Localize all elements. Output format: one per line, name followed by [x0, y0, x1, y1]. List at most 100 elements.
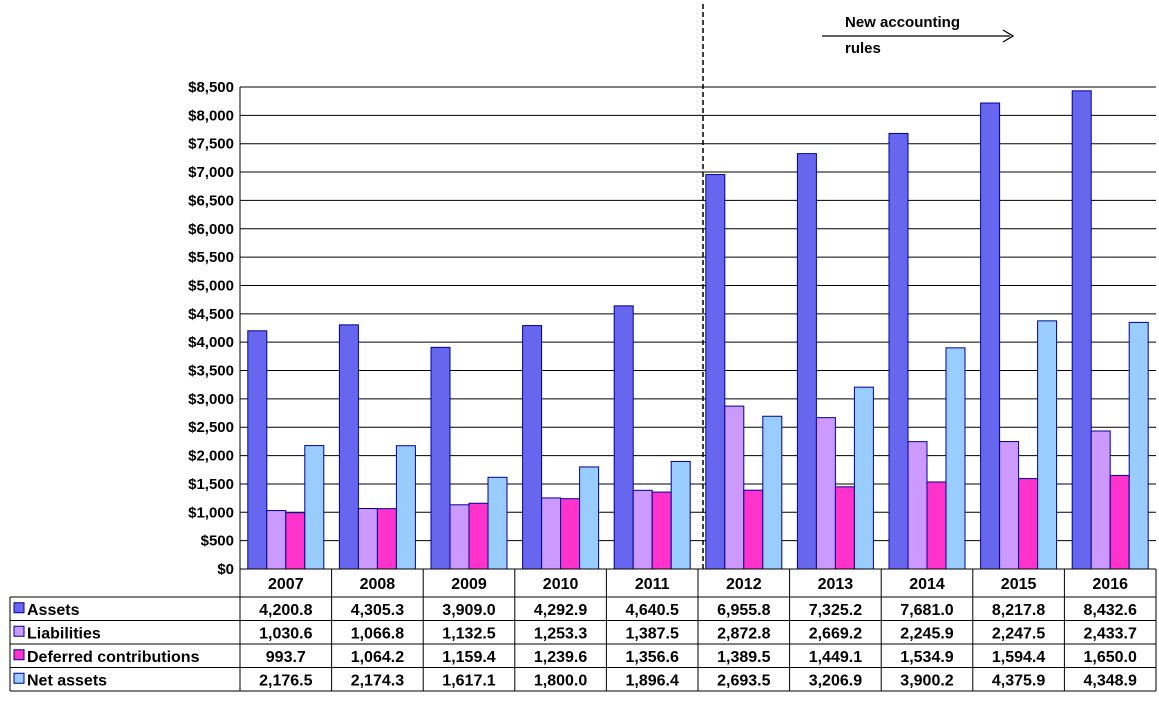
y-tick-label: $5,500	[188, 249, 234, 266]
bar-liabilities	[266, 510, 287, 570]
data-label: 4,200.8	[259, 602, 312, 619]
bar-liabilities	[357, 508, 378, 570]
data-label: 3,206.9	[809, 672, 862, 689]
data-label: 2,669.2	[809, 625, 862, 642]
data-label: 3,909.0	[442, 602, 495, 619]
bar-deferred-contributions	[651, 491, 672, 570]
data-label: 1,132.5	[442, 625, 495, 642]
bar-assets	[705, 174, 726, 570]
bar-net-assets	[1037, 320, 1058, 570]
y-tick-label: $7,500	[188, 136, 234, 153]
data-label: 1,387.5	[626, 625, 679, 642]
data-label: 6,955.8	[717, 602, 770, 619]
data-label: 1,800.0	[534, 672, 587, 689]
x-tick-label: 2011	[635, 576, 670, 593]
data-label: 1,253.3	[534, 625, 587, 642]
y-tick-label: $1,000	[188, 504, 234, 521]
data-label: 7,681.0	[900, 602, 953, 619]
bar-deferred-contributions	[468, 502, 489, 570]
bar-liabilities	[1090, 430, 1111, 570]
bar-assets	[980, 102, 1001, 570]
data-table: 2007 2008 2009 2010 2011 2012 2013 2014 2015 2016…	[9, 568, 1157, 692]
bar-net-assets	[1128, 321, 1149, 570]
bar-deferred-contributions	[376, 508, 397, 570]
gridlines	[240, 86, 1156, 570]
bar-liabilities	[632, 489, 653, 570]
y-tick-label: $3,500	[188, 363, 234, 380]
bar-deferred-contributions	[926, 481, 947, 570]
data-label: 1,389.5	[717, 649, 770, 666]
y-tick-label: $6,000	[188, 221, 234, 238]
data-label: 2,174.3	[351, 672, 404, 689]
data-label: 1,159.4	[442, 649, 495, 666]
bar-net-assets	[945, 347, 966, 570]
x-tick-label: 2016	[1092, 576, 1128, 593]
legend-label: Assets	[27, 602, 80, 619]
data-label: 4,375.9	[992, 672, 1045, 689]
data-label: 8,217.8	[992, 602, 1045, 619]
data-label: 1,534.9	[900, 649, 953, 666]
bar-net-assets	[762, 415, 783, 570]
data-label: 8,432.6	[1084, 602, 1137, 619]
bar-liabilities	[449, 504, 470, 570]
bar-liabilities	[724, 405, 745, 570]
bar-net-assets	[853, 386, 874, 570]
legend-label: Deferred contributions	[27, 649, 200, 666]
data-label: 4,640.5	[626, 602, 679, 619]
data-label: 3,900.2	[900, 672, 953, 689]
bar-net-assets	[395, 445, 416, 570]
x-tick-label: 2010	[543, 576, 579, 593]
data-label: 1,356.6	[626, 649, 679, 666]
bar-deferred-contributions	[1018, 478, 1039, 570]
legend-label: Liabilities	[27, 625, 101, 642]
bar-assets	[888, 132, 909, 570]
y-tick-label: $2,000	[188, 448, 234, 465]
bar-liabilities	[907, 441, 928, 570]
bar-deferred-contributions	[560, 498, 581, 570]
bar-assets	[247, 330, 268, 570]
x-tick-label: 2015	[1001, 576, 1037, 593]
data-label: 1,449.1	[809, 649, 862, 666]
y-tick-label: $2,500	[188, 419, 234, 436]
data-label: 2,693.5	[717, 672, 770, 689]
bar-assets	[796, 153, 817, 570]
x-tick-label: 2009	[451, 576, 487, 593]
data-label: 1,594.4	[992, 649, 1045, 666]
y-tick-label: $7,000	[188, 164, 234, 181]
bar-net-assets	[670, 460, 691, 570]
data-label: 1,896.4	[626, 672, 679, 689]
legend-swatch	[13, 602, 25, 614]
y-tick-label: $500	[201, 533, 234, 550]
annotation-text-line2: rules	[845, 40, 881, 57]
bar-liabilities	[541, 497, 562, 570]
bar-net-assets	[487, 476, 508, 570]
bar-deferred-contributions	[1109, 474, 1130, 570]
bar-assets	[338, 324, 359, 570]
annotation: New accounting rules	[702, 4, 1015, 569]
axes: $0 $500 $1,000 $1,500 $2,000 $2,500 $3,000 $3,5…	[188, 79, 241, 578]
bar-assets	[522, 325, 543, 570]
x-tick-label: 2012	[726, 576, 762, 593]
y-tick-label: $4,000	[188, 334, 234, 351]
y-tick-label: $3,000	[188, 391, 234, 408]
legend-swatch	[13, 649, 25, 661]
bar-liabilities	[815, 417, 836, 570]
data-label: 2,245.9	[900, 625, 953, 642]
bar-deferred-contributions	[743, 489, 764, 570]
data-label: 1,650.0	[1084, 649, 1137, 666]
data-label: 1,064.2	[351, 649, 404, 666]
legend-swatch	[13, 672, 25, 684]
data-label: 2,872.8	[717, 625, 770, 642]
x-tick-label: 2013	[818, 576, 854, 593]
data-label: 1,030.6	[259, 625, 312, 642]
annotation-text-line1: New accounting	[845, 14, 960, 31]
data-label: 4,305.3	[351, 602, 404, 619]
y-tick-label: $5,000	[188, 277, 234, 294]
bar-assets	[613, 305, 634, 570]
data-label: 2,247.5	[992, 625, 1045, 642]
data-label: 4,292.9	[534, 602, 587, 619]
y-tick-label: $8,500	[188, 79, 234, 96]
y-tick-label: $6,500	[188, 192, 234, 209]
data-label: 4,348.9	[1084, 672, 1137, 689]
